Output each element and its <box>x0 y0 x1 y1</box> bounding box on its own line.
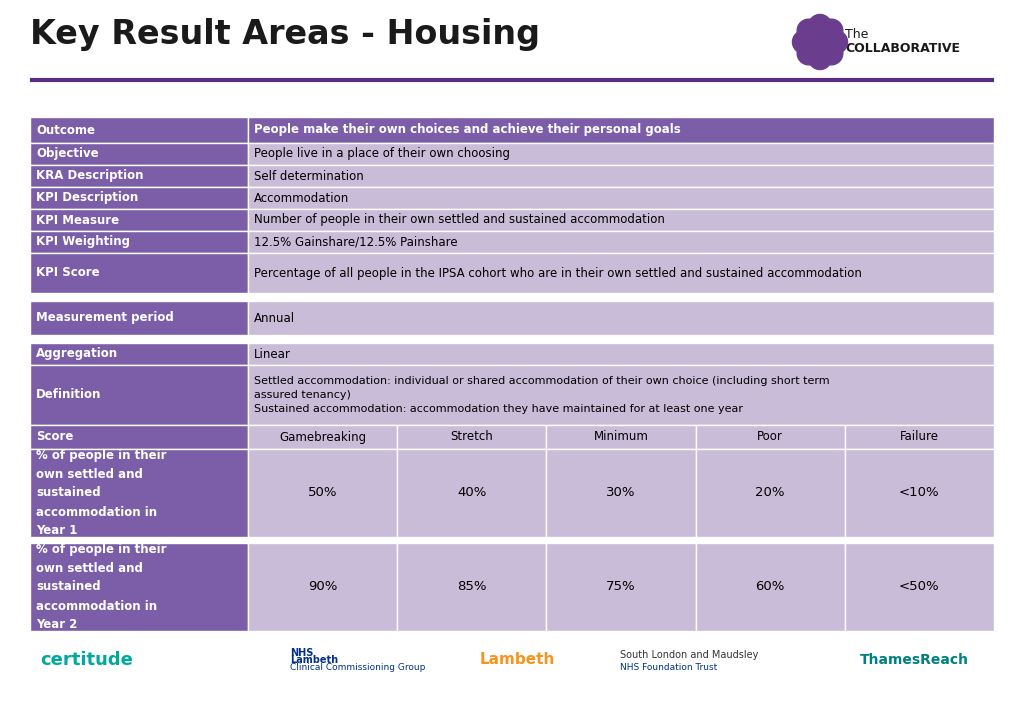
Bar <box>248 143 994 165</box>
Bar <box>397 543 547 631</box>
Text: Measurement period: Measurement period <box>36 311 174 325</box>
Text: 12.5% Gainshare/12.5% Painshare: 12.5% Gainshare/12.5% Painshare <box>254 235 458 248</box>
Text: Accommodation: Accommodation <box>254 191 349 204</box>
Bar <box>248 365 994 425</box>
Text: Score: Score <box>36 430 74 444</box>
Bar <box>248 253 994 293</box>
Text: Objective: Objective <box>36 147 98 160</box>
Circle shape <box>809 14 831 38</box>
Bar <box>248 187 994 209</box>
Text: KPI Description: KPI Description <box>36 191 138 204</box>
Bar <box>547 449 695 537</box>
Bar <box>30 209 248 231</box>
Text: Settled accommodation: individual or shared accommodation of their own choice (i: Settled accommodation: individual or sha… <box>254 376 829 414</box>
Bar <box>30 187 248 209</box>
Bar <box>845 543 994 631</box>
Text: Lambeth: Lambeth <box>290 655 338 665</box>
Bar <box>248 117 994 143</box>
Text: Percentage of all people in the IPSA cohort who are in their own settled and sus: Percentage of all people in the IPSA coh… <box>254 267 862 279</box>
Bar <box>397 449 547 537</box>
Text: Annual: Annual <box>254 311 295 325</box>
Bar <box>30 449 248 537</box>
Bar <box>547 425 695 449</box>
Bar <box>30 425 248 449</box>
Bar <box>845 425 994 449</box>
Bar <box>30 253 248 293</box>
Text: ThamesReach: ThamesReach <box>860 653 969 667</box>
Text: 85%: 85% <box>457 581 486 593</box>
Text: certitude: certitude <box>40 651 133 669</box>
Text: COLLABORATIVE: COLLABORATIVE <box>845 42 961 55</box>
Text: Failure: Failure <box>900 430 939 444</box>
Text: KPI Weighting: KPI Weighting <box>36 235 130 248</box>
Text: 75%: 75% <box>606 581 636 593</box>
Bar <box>248 301 994 335</box>
Text: South London and Maudsley: South London and Maudsley <box>620 650 759 660</box>
Bar <box>695 425 845 449</box>
Circle shape <box>812 34 828 50</box>
Text: 30%: 30% <box>606 486 636 500</box>
Text: Minimum: Minimum <box>594 430 648 444</box>
Text: <10%: <10% <box>899 486 940 500</box>
Text: The: The <box>845 28 868 41</box>
Text: Aggregation: Aggregation <box>36 347 118 360</box>
Text: NHS: NHS <box>290 648 313 658</box>
Text: People make their own choices and achieve their personal goals: People make their own choices and achiev… <box>254 123 681 137</box>
Text: Number of people in their own settled and sustained accommodation: Number of people in their own settled an… <box>254 213 665 226</box>
Circle shape <box>824 30 848 53</box>
Text: Self determination: Self determination <box>254 169 364 182</box>
Text: Clinical Commissioning Group: Clinical Commissioning Group <box>290 663 425 672</box>
Text: KPI Score: KPI Score <box>36 267 99 279</box>
Circle shape <box>809 47 831 69</box>
Bar <box>397 425 547 449</box>
Bar <box>695 449 845 537</box>
Text: % of people in their
own settled and
sustained
accommodation in
Year 1: % of people in their own settled and sus… <box>36 449 167 537</box>
Text: 60%: 60% <box>756 581 784 593</box>
Text: % of people in their
own settled and
sustained
accommodation in
Year 2: % of people in their own settled and sus… <box>36 542 167 632</box>
Text: Key Result Areas - Housing: Key Result Areas - Housing <box>30 18 540 51</box>
Bar <box>30 301 248 335</box>
Bar <box>547 543 695 631</box>
Bar <box>30 117 248 143</box>
Text: NHS Foundation Trust: NHS Foundation Trust <box>620 664 717 673</box>
Text: 50%: 50% <box>308 486 337 500</box>
Circle shape <box>820 42 843 65</box>
Bar <box>248 343 994 365</box>
Text: Poor: Poor <box>758 430 783 444</box>
Bar <box>30 543 248 631</box>
Text: <50%: <50% <box>899 581 940 593</box>
Circle shape <box>797 42 820 65</box>
Text: 90%: 90% <box>308 581 337 593</box>
Text: 40%: 40% <box>457 486 486 500</box>
Bar <box>30 165 248 187</box>
Bar <box>248 425 397 449</box>
Text: Definition: Definition <box>36 389 101 401</box>
Circle shape <box>797 19 820 43</box>
Text: 20%: 20% <box>756 486 785 500</box>
Bar <box>248 165 994 187</box>
Bar <box>30 365 248 425</box>
Bar <box>248 543 397 631</box>
Circle shape <box>820 19 843 43</box>
Text: KPI Measure: KPI Measure <box>36 213 119 226</box>
Text: Outcome: Outcome <box>36 123 95 137</box>
Text: Stretch: Stretch <box>451 430 494 444</box>
Bar <box>30 231 248 253</box>
Text: Linear: Linear <box>254 347 291 360</box>
Bar <box>30 143 248 165</box>
Bar <box>248 449 397 537</box>
Circle shape <box>793 30 815 53</box>
Text: Gamebreaking: Gamebreaking <box>279 430 367 444</box>
Bar <box>248 209 994 231</box>
Text: Lambeth: Lambeth <box>480 652 555 667</box>
Text: People live in a place of their own choosing: People live in a place of their own choo… <box>254 147 510 160</box>
Bar <box>30 343 248 365</box>
Bar <box>248 231 994 253</box>
Bar <box>695 543 845 631</box>
Text: KRA Description: KRA Description <box>36 169 143 182</box>
Bar <box>845 449 994 537</box>
